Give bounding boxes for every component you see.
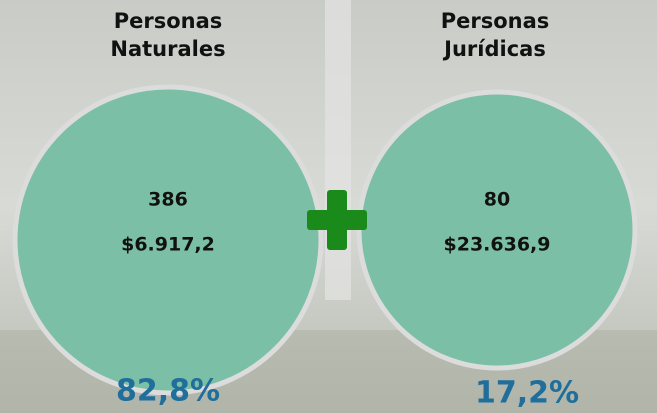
- group-title: Personas: [114, 9, 223, 33]
- group-title: Personas: [441, 9, 550, 33]
- group-title: Jurídicas: [442, 37, 546, 61]
- count: 386: [148, 189, 188, 211]
- amount: $6.917,2: [121, 234, 215, 256]
- group-title: Naturales: [110, 37, 225, 61]
- circle-naturales: [12, 84, 324, 396]
- background-pole: [325, 0, 351, 300]
- share: 82,8%: [116, 374, 220, 409]
- share: 17,2%: [475, 376, 579, 411]
- plus-horizontal: [307, 210, 367, 230]
- amount: $23.636,9: [444, 234, 551, 256]
- plus-sign: [307, 190, 367, 250]
- count: 80: [484, 189, 510, 211]
- circle-juridicas: [356, 89, 638, 371]
